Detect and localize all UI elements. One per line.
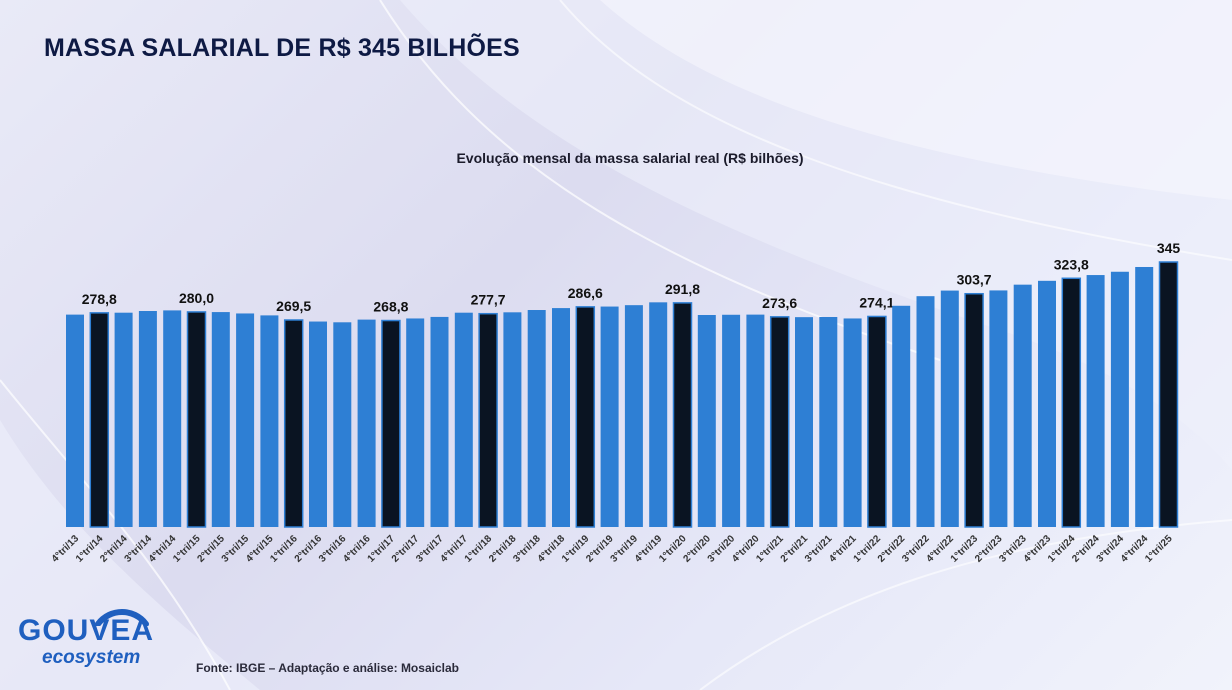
data-label-1°tri/14: 278,8 xyxy=(82,291,117,307)
bar-2°tri/14 xyxy=(114,312,133,527)
bar-4°tri/22 xyxy=(940,290,959,527)
data-label-1°tri/23: 303,7 xyxy=(957,272,992,288)
bar-4°tri/13 xyxy=(66,314,84,527)
logo-arc-icon xyxy=(95,609,149,626)
bar-3°tri/16 xyxy=(333,322,352,527)
bar-4°tri/24 xyxy=(1135,266,1154,527)
bar-3°tri/18 xyxy=(527,310,546,527)
bar-2°tri/22 xyxy=(892,305,911,527)
page-title: MASSA SALARIAL DE R$ 345 BILHÕES xyxy=(44,34,520,62)
bar-1°tri/17 xyxy=(381,319,401,528)
data-label-1°tri/25: 345 xyxy=(1157,240,1181,256)
bar-1°tri/23 xyxy=(964,292,984,528)
source-note: Fonte: IBGE – Adaptação e análise: Mosai… xyxy=(196,661,459,675)
bar-2°tri/19 xyxy=(600,306,619,527)
bar-1°tri/14 xyxy=(89,312,110,528)
bar-4°tri/21 xyxy=(843,318,862,527)
bar-3°tri/24 xyxy=(1110,271,1129,527)
bar-1°tri/24 xyxy=(1061,277,1082,528)
bar-3°tri/15 xyxy=(236,313,255,527)
data-label-1°tri/18: 277,7 xyxy=(471,292,506,308)
bar-3°tri/22 xyxy=(916,296,935,527)
bar-1°tri/22 xyxy=(867,315,887,528)
bar-3°tri/14 xyxy=(138,311,157,527)
bar-2°tri/20 xyxy=(697,315,716,527)
bar-2°tri/23 xyxy=(989,290,1008,527)
data-label-1°tri/17: 268,8 xyxy=(373,299,408,315)
bar-1°tri/18 xyxy=(478,312,498,528)
bar-4°tri/14 xyxy=(163,310,182,527)
bar-4°tri/16 xyxy=(357,319,376,527)
bar-1°tri/16 xyxy=(283,319,304,528)
data-label-1°tri/19: 286,6 xyxy=(568,285,603,301)
bar-4°tri/23 xyxy=(1038,280,1056,527)
bar-2°tri/15 xyxy=(211,312,230,527)
bar-2°tri/18 xyxy=(503,312,522,527)
bar-3°tri/20 xyxy=(722,314,741,527)
bar-4°tri/19 xyxy=(649,302,668,527)
bar-3°tri/19 xyxy=(624,305,643,527)
bar-2°tri/21 xyxy=(795,317,813,527)
gouvea-logo: GOUVEA ecosystem xyxy=(18,606,178,670)
bar-4°tri/17 xyxy=(454,312,473,527)
data-label-1°tri/15: 280,0 xyxy=(179,290,214,306)
tick-label-1°tri/25: 1°tri/25 xyxy=(1143,533,1175,565)
bar-2°tri/24 xyxy=(1086,275,1105,527)
logo-wordmark: GOUVEA xyxy=(18,614,155,647)
bar-2°tri/17 xyxy=(406,318,425,527)
bar-4°tri/18 xyxy=(552,308,570,527)
bar-1°tri/19 xyxy=(575,306,596,528)
bar-3°tri/23 xyxy=(1013,284,1032,527)
chart-title: Evolução mensal da massa salarial real (… xyxy=(456,150,804,166)
bar-4°tri/20 xyxy=(746,314,765,527)
bar-1°tri/15 xyxy=(186,311,207,528)
bar-2°tri/16 xyxy=(309,321,327,527)
bar-4°tri/15 xyxy=(260,315,279,527)
logo-subtitle: ecosystem xyxy=(42,647,141,668)
bar-3°tri/17 xyxy=(430,316,449,527)
data-label-1°tri/22: 274,1 xyxy=(859,294,894,310)
bar-1°tri/20 xyxy=(672,302,693,528)
data-label-1°tri/20: 291,8 xyxy=(665,281,700,297)
bar-3°tri/21 xyxy=(819,316,838,527)
bar-1°tri/25 xyxy=(1158,261,1179,528)
data-label-1°tri/16: 269,5 xyxy=(276,298,311,314)
data-label-1°tri/24: 323,8 xyxy=(1054,256,1089,272)
bar-1°tri/21 xyxy=(769,316,790,528)
data-label-1°tri/21: 273,6 xyxy=(762,295,797,311)
